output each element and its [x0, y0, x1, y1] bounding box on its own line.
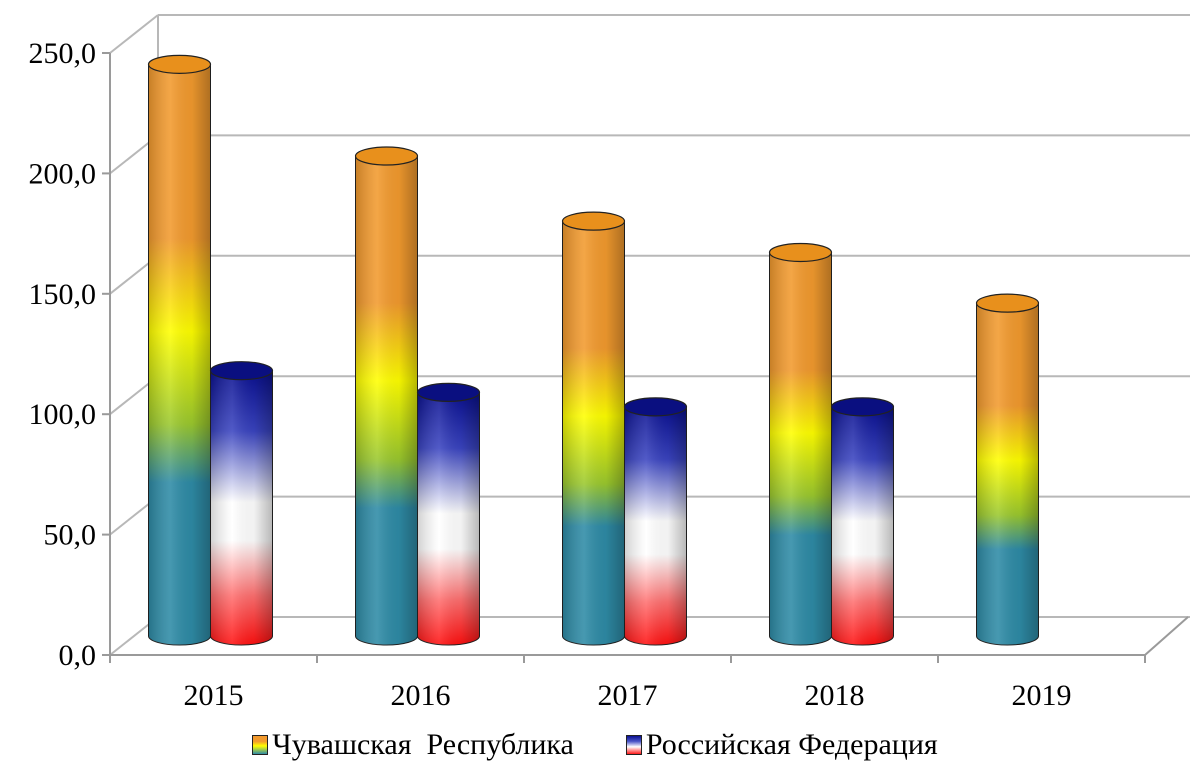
- y-tick-label: 200,0: [29, 157, 97, 190]
- cylinder-top: [975, 293, 1040, 313]
- y-tick-label: 50,0: [44, 519, 97, 552]
- cylinder-shade: [976, 303, 1039, 645]
- cylinder-shade: [417, 392, 480, 645]
- cylinder-shade: [562, 221, 625, 646]
- x-tick-label: 2016: [391, 679, 451, 712]
- cylinder-shade: [210, 370, 273, 645]
- bar-chuvash-2017: [561, 211, 626, 646]
- floor-right-edge: [1144, 616, 1189, 656]
- legend-item-russia: Российская Федерация: [625, 728, 938, 762]
- bar-chuvash-2016: [354, 146, 419, 646]
- cylinder-top: [147, 54, 212, 74]
- legend: Чувашская Республика Российская Федераци…: [0, 728, 1190, 762]
- legend-swatch-chuvash: [252, 735, 269, 755]
- bar-chuvash-2018: [768, 242, 833, 646]
- x-tick-label: 2019: [1012, 679, 1072, 712]
- cylinder-top: [416, 382, 481, 402]
- axes: [102, 52, 1189, 663]
- y-tick-label: 100,0: [29, 398, 97, 431]
- cylinder-top: [209, 361, 274, 381]
- cylinder-shade: [831, 406, 894, 645]
- bar-russia-2017: [623, 397, 688, 646]
- cylinder-shade: [355, 156, 418, 645]
- x-tick-label: 2018: [805, 679, 865, 712]
- y-tick-label: 150,0: [29, 278, 97, 311]
- cylinder-top: [830, 397, 895, 417]
- bar-chuvash-2015: [147, 54, 212, 646]
- cylinder-top: [623, 397, 688, 417]
- bar-russia-2015: [209, 361, 274, 646]
- y-tick-label: 0,0: [59, 639, 97, 672]
- legend-item-chuvash: Чувашская Республика: [252, 728, 574, 762]
- x-tick-label: 2015: [184, 679, 244, 712]
- cylinder-top: [354, 146, 419, 166]
- bars: [147, 54, 1040, 646]
- cylinder-top: [768, 242, 833, 263]
- bar-russia-2016: [416, 382, 481, 646]
- legend-swatch-russia: [625, 735, 642, 755]
- gridline-side: [109, 14, 159, 54]
- bar-russia-2018: [830, 397, 895, 646]
- legend-label-chuvash: Чувашская Республика: [272, 728, 574, 761]
- cylinder-shade: [769, 252, 832, 645]
- bar-chuvash-2019: [975, 293, 1040, 646]
- cylinder-top: [561, 211, 626, 231]
- cylinder-shade: [148, 64, 211, 645]
- x-tick-label: 2017: [598, 679, 658, 712]
- y-tick-label: 250,0: [29, 37, 97, 70]
- cylinder-shade: [624, 406, 687, 645]
- legend-label-russia: Российская Федерация: [645, 728, 938, 761]
- tick-labels: 0,0 50,0 100,0 150,0 200,0 250,0 2015 2016 2017 2…: [29, 37, 1072, 712]
